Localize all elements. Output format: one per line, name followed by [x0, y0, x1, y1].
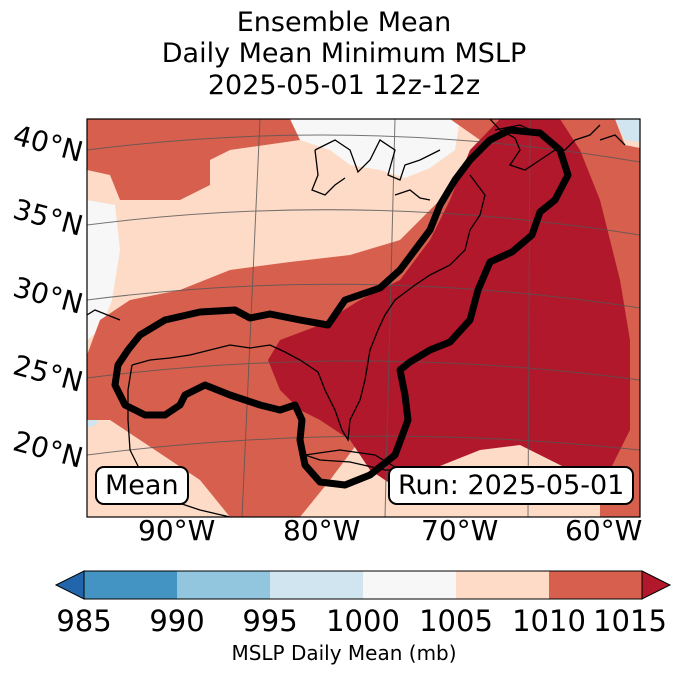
- field-1000-1005-west: [87, 200, 120, 340]
- colorbar-tick-985: 985: [56, 604, 112, 638]
- colorbar-tick-1015: 1015: [593, 604, 667, 638]
- colorbar-bin-995-1000: [270, 571, 363, 599]
- colorbar-bin-990-995: [177, 571, 270, 599]
- title-line-1: Ensemble Mean: [236, 7, 452, 38]
- mslp-contour: [111, 126, 572, 489]
- colorbar-bin-985-990: [84, 571, 177, 599]
- colorbar-label: MSLP Daily Mean (mb): [231, 641, 457, 665]
- colorbar-frame: [83, 570, 643, 600]
- field-995-1000-ne: [615, 119, 640, 142]
- colorbar-over-arrow: [641, 570, 672, 600]
- title-line-2: Daily Mean Minimum MSLP: [161, 38, 527, 69]
- colorbar: [54, 570, 672, 600]
- colorbar-bin-1005-1010: [456, 571, 549, 599]
- title-line-3: 2025-05-01 12z-12z: [207, 70, 481, 101]
- colorbar-bin-1010-1015: [549, 571, 642, 599]
- colorbar-tick-990: 990: [149, 604, 205, 638]
- mean-label-box: Mean: [95, 466, 189, 505]
- colorbar-tick-995: 995: [242, 604, 298, 638]
- colorbar-under-arrow: [54, 570, 85, 600]
- field-1000-1005-north: [290, 119, 460, 178]
- lon-label-60w: 60°W: [565, 514, 643, 547]
- lon-label-70w: 70°W: [421, 514, 499, 547]
- graticule: [87, 119, 640, 517]
- lon-label-80w: 80°W: [283, 514, 361, 547]
- colorbar-tick-1000: 1000: [326, 604, 400, 638]
- colorbar-bin-1000-1005: [363, 571, 456, 599]
- run-label-box: Run: 2025-05-01: [388, 466, 635, 505]
- map-frame: [86, 118, 641, 518]
- colorbar-tick-1005: 1005: [419, 604, 493, 638]
- lon-label-90w: 90°W: [138, 514, 216, 547]
- field-1010-1015-nw: [87, 119, 300, 200]
- colorbar-tick-1010: 1010: [512, 604, 586, 638]
